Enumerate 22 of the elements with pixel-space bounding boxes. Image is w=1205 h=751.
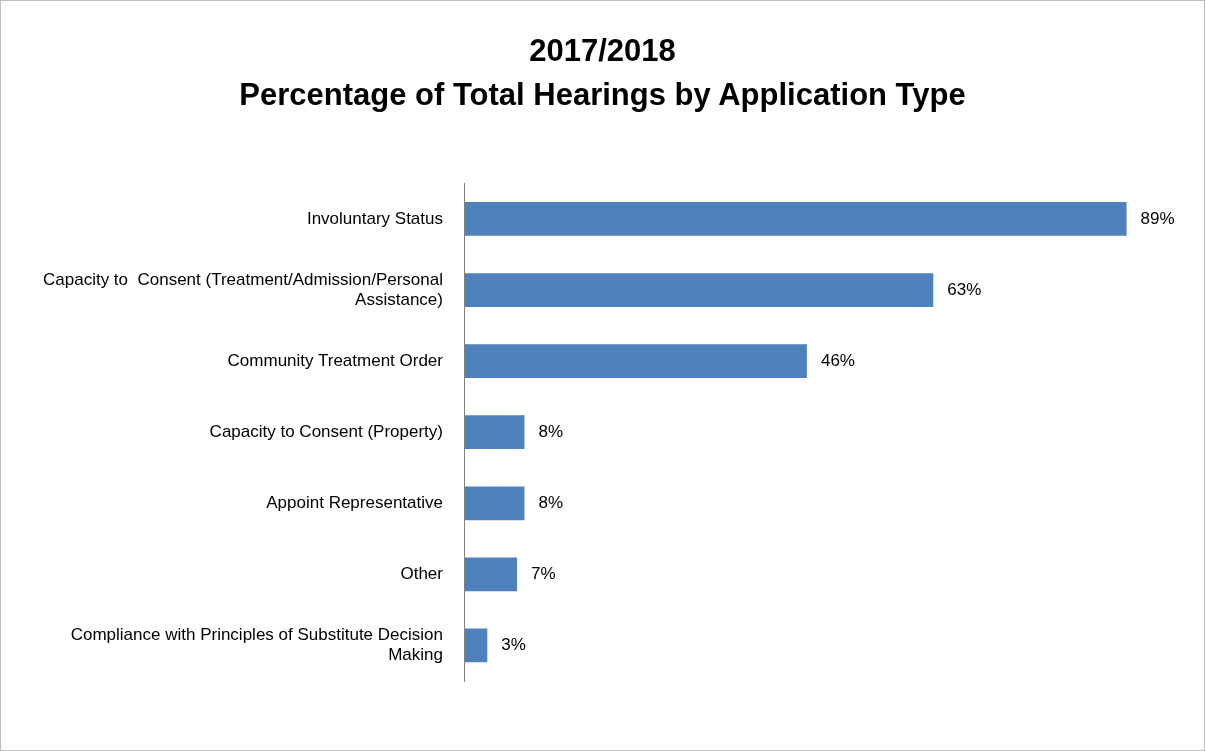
bar	[464, 557, 518, 592]
bar	[464, 486, 525, 521]
data-label: 46%	[820, 350, 855, 370]
data-label: 3%	[501, 635, 526, 655]
bar	[464, 344, 807, 378]
bar	[464, 273, 934, 307]
y-tick-label: Involuntary Status	[306, 208, 443, 228]
y-tick-label: Capacity to Consent (Property)	[209, 421, 443, 441]
y-tick-label: Capacity to Consent (Treatment/Admission/Personal Assistance)	[42, 269, 443, 309]
data-label: 8%	[538, 421, 564, 441]
y-tick-label: Other	[400, 564, 444, 584]
y-tick-label: Community Treatment Order	[227, 350, 444, 370]
y-tick-label: Compliance with Principles of Substitute Decision Making	[70, 624, 443, 665]
bar	[464, 415, 525, 450]
data-label: 7%	[531, 564, 556, 584]
data-label: 63%	[947, 279, 982, 299]
bar	[464, 628, 488, 663]
y-tick-label: Appoint Representative	[266, 492, 443, 512]
chart-title: 2017/2018 Percentage of Total Hearings by Application Type	[238, 32, 967, 114]
bar	[464, 202, 1127, 236]
data-label: 89%	[1140, 208, 1175, 228]
data-label: 8%	[538, 492, 564, 512]
